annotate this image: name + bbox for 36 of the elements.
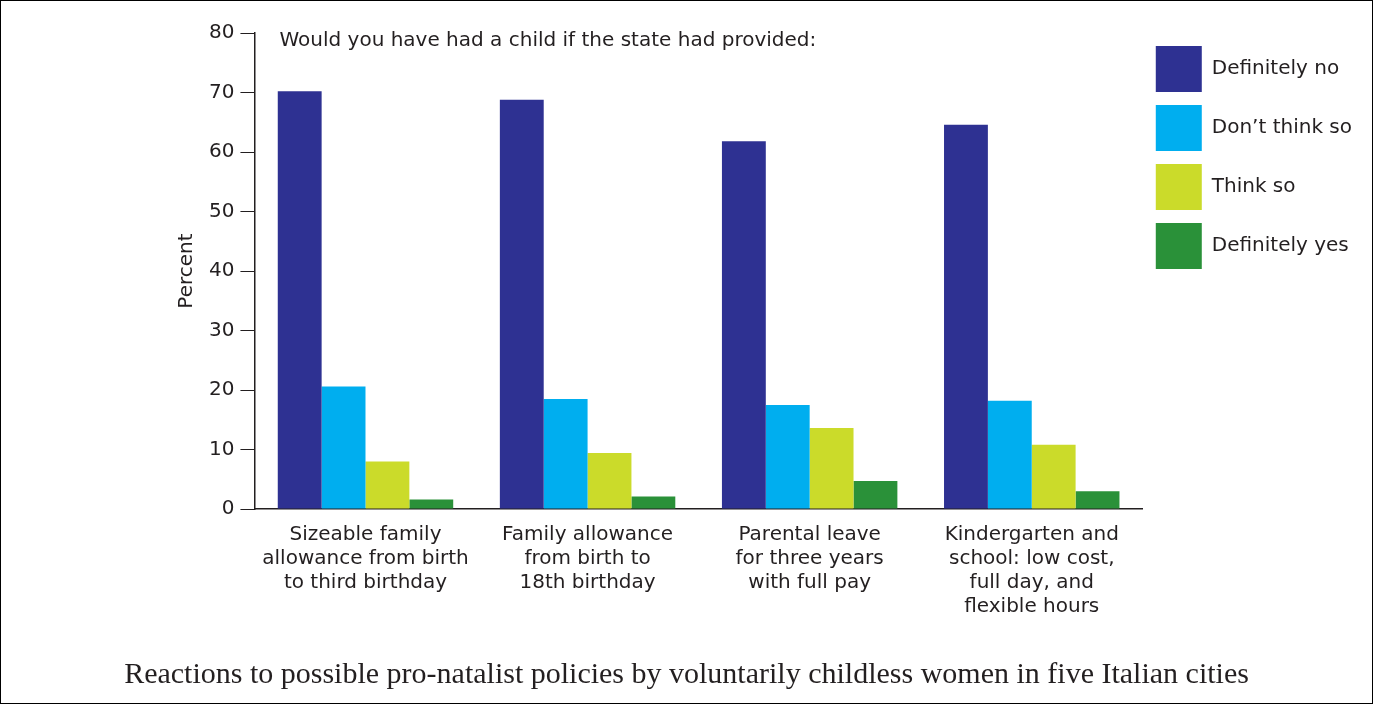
bar [987,400,1032,509]
bar [321,386,366,509]
x-tick-label: Family allowance from birth to 18th birthday [502,521,674,594]
y-tick-label: 50 [209,197,235,222]
y-tick-label: 70 [209,78,235,103]
legend-label: Definitely no [1211,55,1340,80]
y-tick-label: 60 [209,138,235,163]
bar [587,453,632,509]
y-tick-label: 40 [209,257,235,282]
y-tick-label: 0 [221,495,235,520]
text: Reactions to possible pro-natalist policies by voluntarily childless women in five Italian cities [124,656,1249,689]
bar [1031,444,1076,509]
bar [809,428,854,509]
y-tick-label: 10 [209,435,235,460]
y-tick-label: 80 [209,19,235,44]
bar [631,496,676,509]
x-tick-label: Kindergarten and school: low cost, full day, and flexible hours [944,521,1119,618]
y-tick-label: 30 [209,316,235,341]
bar [1075,491,1120,509]
legend-label: Definitely yes [1211,232,1349,257]
y-tick-label: 20 [209,376,235,401]
bar [944,124,988,509]
legend-label: Think so [1210,173,1296,198]
bar [365,461,410,509]
x-tick-label: Parental leave for three years with full pay [735,521,884,594]
x-tick-label: Sizeable family allowance from birth to third birthday [262,521,469,594]
bar [853,481,898,509]
bar [721,141,766,509]
bar [277,91,322,509]
bar [409,499,454,509]
legend-label: Don’t think so [1211,114,1352,139]
bar [543,398,588,509]
bar [765,404,810,509]
y-axis-title: Percent [173,233,198,309]
bar [499,99,544,509]
chart-title: Would you have had a child if the state had provided: [279,27,817,52]
